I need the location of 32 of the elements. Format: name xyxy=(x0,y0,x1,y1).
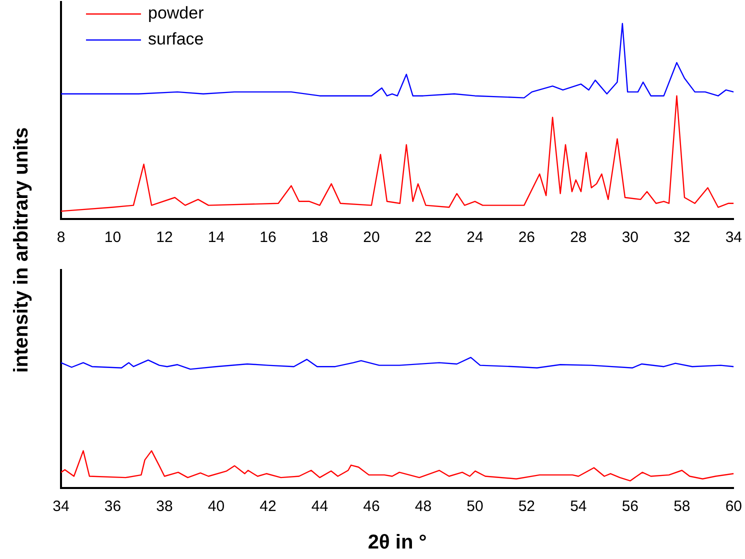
x-tick-label: 18 xyxy=(311,229,328,246)
legend-label: surface xyxy=(148,30,204,49)
y-axis-title: intensity in arbitrary units xyxy=(10,127,34,373)
x-tick-label: 36 xyxy=(104,498,122,516)
x-tick-label: 30 xyxy=(622,229,639,246)
x-tick-label: 8 xyxy=(56,229,66,246)
x-tick-label: 24 xyxy=(466,229,484,246)
x-tick-label: 48 xyxy=(414,498,432,516)
x-tick-label: 22 xyxy=(414,229,432,246)
x-tick-label: 42 xyxy=(260,498,276,516)
x-tick-label: 16 xyxy=(260,229,276,246)
x-tick-label: 34 xyxy=(52,498,70,516)
x-tick-label: 46 xyxy=(363,498,380,516)
x-tick-label: 32 xyxy=(674,229,690,246)
x-tick-label: 58 xyxy=(674,498,690,516)
legend-label: powder xyxy=(148,4,204,23)
x-tick-label: 52 xyxy=(518,498,536,516)
x-tick-label: 20 xyxy=(363,229,380,246)
x-tick-label: 10 xyxy=(104,229,122,246)
x-tick-label: 50 xyxy=(466,498,484,516)
x-tick-label: 14 xyxy=(208,229,225,246)
x-tick-label: 34 xyxy=(725,229,742,246)
x-tick-label: 60 xyxy=(725,498,742,516)
x-tick-label: 38 xyxy=(156,498,173,516)
x-tick-label: 54 xyxy=(570,498,587,516)
x-tick-label: 40 xyxy=(208,498,225,516)
x-tick-label: 56 xyxy=(622,498,639,516)
x-tick-label: 26 xyxy=(518,229,536,246)
x-tick-label: 12 xyxy=(156,229,173,246)
x-axis-title: 2θ in ° xyxy=(368,532,427,554)
x-tick-label: 28 xyxy=(570,229,587,246)
x-tick-label: 44 xyxy=(311,498,328,516)
